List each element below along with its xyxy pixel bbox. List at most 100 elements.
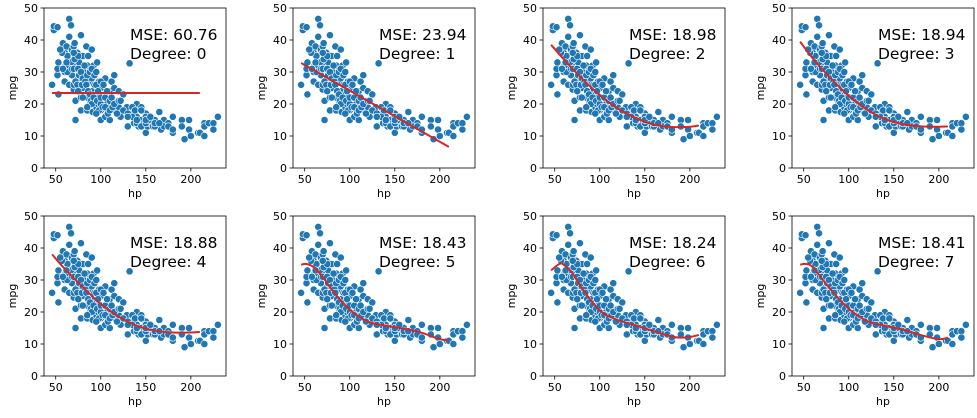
data-point <box>831 311 840 320</box>
axes-frame <box>43 215 227 377</box>
fit-line <box>51 253 200 334</box>
data-point <box>552 23 561 32</box>
data-point <box>56 45 65 54</box>
degree-annotation: Degree: 7 <box>878 253 954 271</box>
data-point <box>326 31 334 40</box>
y-tick-label: 30 <box>24 66 38 79</box>
data-point <box>813 14 822 23</box>
y-tick-label: 40 <box>24 34 38 47</box>
data-point <box>180 343 189 352</box>
y-tick-label: 10 <box>772 130 786 143</box>
data-point <box>92 109 101 118</box>
data-point <box>847 80 856 89</box>
data-point <box>864 304 873 313</box>
x-tick-label: 100 <box>589 381 610 394</box>
x-tick-label: 50 <box>49 381 63 394</box>
y-tick-label: 10 <box>24 338 38 351</box>
y-tick-label: 40 <box>523 34 537 47</box>
y-tick-label: 50 <box>523 2 537 15</box>
y-axis-label: mpg <box>255 284 268 309</box>
data-point <box>48 80 57 89</box>
y-tick-label: 40 <box>523 242 537 255</box>
data-point <box>928 343 937 352</box>
data-point <box>615 96 624 105</box>
data-point <box>591 317 600 326</box>
data-point <box>146 112 155 121</box>
data-point <box>354 116 363 124</box>
data-point <box>54 266 63 275</box>
scatter-points <box>796 14 970 144</box>
y-tick-label: 0 <box>280 162 287 175</box>
data-point <box>311 266 320 275</box>
data-point <box>336 253 345 262</box>
data-point <box>807 272 815 281</box>
data-point <box>813 240 822 249</box>
data-point <box>69 48 78 57</box>
data-point <box>297 80 306 89</box>
x-axis-label: hp <box>128 187 142 200</box>
x-tick-label: 150 <box>883 173 904 186</box>
y-tick-label: 40 <box>273 242 287 255</box>
data-point <box>336 45 345 54</box>
y-axis-label: mpg <box>754 284 767 309</box>
data-point <box>155 316 164 324</box>
data-point <box>372 330 381 339</box>
data-point <box>168 333 177 342</box>
x-tick-label: 100 <box>90 381 111 394</box>
data-point <box>83 311 92 320</box>
data-point <box>712 112 721 121</box>
data-point <box>873 59 882 68</box>
x-tick-label: 100 <box>838 381 859 394</box>
data-point <box>103 295 111 304</box>
x-axis-label: hp <box>876 395 890 408</box>
x-tick-label: 100 <box>838 173 859 186</box>
data-point <box>123 330 132 339</box>
data-point <box>622 330 631 339</box>
data-point <box>861 109 869 118</box>
data-point <box>374 267 383 276</box>
data-point <box>354 324 363 332</box>
data-point <box>303 298 312 307</box>
data-point <box>65 32 74 41</box>
fit-line <box>799 262 949 341</box>
y-tick-label: 30 <box>273 66 287 79</box>
data-point <box>615 304 624 313</box>
y-tick-label: 30 <box>772 274 786 287</box>
data-point <box>583 260 592 268</box>
data-point <box>564 240 573 249</box>
y-tick-label: 10 <box>523 338 537 351</box>
data-point <box>329 61 338 70</box>
data-point <box>591 109 600 118</box>
data-point <box>576 31 584 40</box>
x-axis-label: hp <box>128 395 142 408</box>
data-point <box>314 14 323 23</box>
data-point <box>802 298 811 307</box>
data-point <box>323 295 332 304</box>
y-tick-label: 20 <box>772 306 786 319</box>
y-tick-label: 50 <box>273 210 287 223</box>
data-point <box>840 109 849 118</box>
y-tick-label: 10 <box>273 338 287 351</box>
data-point <box>186 132 195 140</box>
data-point <box>566 21 574 30</box>
data-point <box>53 231 62 240</box>
data-point <box>92 317 101 326</box>
data-point <box>116 96 125 105</box>
data-point <box>933 324 941 332</box>
axes-frame <box>791 215 975 377</box>
data-point <box>640 336 649 345</box>
data-point <box>636 106 645 115</box>
data-point <box>889 336 898 345</box>
y-tick-label: 10 <box>772 338 786 351</box>
data-point <box>326 239 334 248</box>
data-point <box>53 23 62 32</box>
data-point <box>54 90 63 99</box>
data-point <box>110 279 119 288</box>
data-point <box>558 272 566 281</box>
data-point <box>302 231 311 240</box>
y-tick-label: 30 <box>772 66 786 79</box>
data-point <box>840 68 849 76</box>
data-point <box>708 333 717 342</box>
y-tick-label: 20 <box>523 306 537 319</box>
degree-annotation: Degree: 2 <box>629 45 705 63</box>
